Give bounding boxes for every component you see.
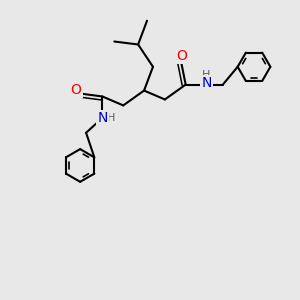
Text: N: N: [201, 76, 212, 90]
Text: O: O: [176, 49, 187, 63]
Text: N: N: [97, 111, 108, 125]
Text: H: H: [107, 113, 116, 123]
Text: H: H: [202, 70, 211, 80]
Text: O: O: [70, 83, 81, 97]
